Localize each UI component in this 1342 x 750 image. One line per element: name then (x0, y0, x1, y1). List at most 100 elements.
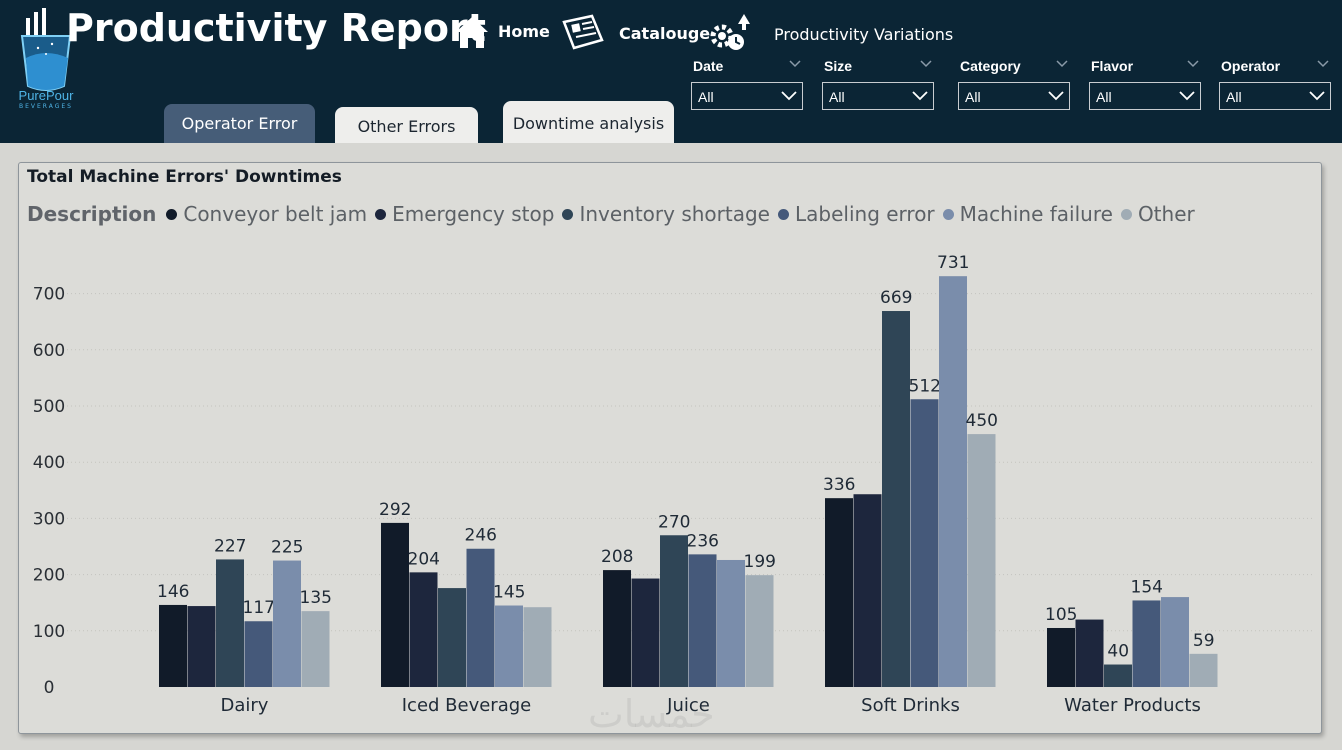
bar (187, 606, 216, 687)
legend-dot (562, 209, 574, 220)
chevron-down-icon (912, 91, 928, 101)
home-icon[interactable] (454, 14, 490, 50)
x-tick-label: Juice (666, 695, 710, 716)
tab-operator-error[interactable]: Operator Error (164, 104, 315, 143)
chart-panel: Total Machine Errors' Downtimes Descript… (18, 162, 1322, 734)
data-label: 59 (1193, 631, 1215, 651)
chevron-down-icon[interactable] (789, 60, 801, 68)
legend-label: Inventory shortage (579, 202, 770, 226)
bar (438, 588, 466, 687)
data-label: 236 (687, 531, 719, 551)
chevron-down-icon (1179, 91, 1195, 101)
legend-item[interactable]: Emergency stop (375, 202, 554, 226)
data-label: 731 (937, 253, 969, 273)
data-label: 154 (1131, 577, 1163, 597)
legend-item[interactable]: Inventory shortage (562, 202, 770, 226)
y-tick-label: 700 (33, 285, 65, 305)
bar (1189, 653, 1218, 687)
legend-dot (375, 209, 387, 220)
watermark-text: خمسات (588, 692, 715, 736)
bar (301, 611, 330, 687)
legend-item[interactable]: Other (1120, 202, 1195, 226)
chart-legend: Description Conveyor belt jam Emergency st… (27, 202, 1203, 226)
x-tick-label: Iced Beverage (402, 695, 532, 716)
filter-operator-label: Operator (1221, 58, 1281, 74)
legend-item[interactable]: Machine failure (942, 202, 1113, 226)
tab-downtime-analysis[interactable]: Downtime analysis (503, 101, 674, 143)
gears-icon[interactable] (706, 10, 750, 54)
x-tick-label: Water Products (1064, 695, 1201, 716)
filter-category-value: All (965, 89, 981, 105)
data-label: 336 (823, 475, 855, 495)
bar (409, 572, 438, 687)
brand-name: PurePour (18, 88, 74, 103)
chevron-down-icon[interactable] (920, 60, 932, 68)
catalogue-icon[interactable] (562, 14, 606, 50)
bar (1161, 597, 1189, 687)
bar (825, 498, 853, 687)
bar (631, 578, 660, 687)
filter-size-value: All (829, 89, 845, 105)
chevron-down-icon[interactable] (1187, 60, 1199, 68)
x-tick-label: Soft Drinks (861, 695, 960, 716)
data-label: 145 (493, 583, 525, 603)
bar (1047, 627, 1075, 687)
data-label: 40 (1107, 642, 1129, 662)
header-bar: PurePour BEVERAGES Productivity Report H… (0, 0, 1342, 143)
bar (523, 607, 552, 687)
nav-home-link[interactable]: Home (498, 22, 550, 41)
legend-label: Emergency stop (392, 202, 555, 226)
filter-category-label: Category (960, 58, 1021, 74)
chevron-down-icon (1048, 91, 1064, 101)
data-label: 146 (157, 582, 189, 602)
data-label: 292 (379, 500, 411, 520)
legend-dot (1120, 209, 1132, 220)
filter-flavor-label: Flavor (1091, 58, 1134, 74)
page-title: Productivity Report (66, 6, 486, 50)
bar (495, 605, 523, 687)
filter-size-label: Size (824, 58, 853, 74)
chevron-down-icon[interactable] (1317, 60, 1329, 68)
bar (967, 434, 996, 687)
y-tick-label: 100 (33, 622, 65, 642)
filter-date-dropdown[interactable]: All (691, 82, 803, 110)
legend-label: Machine failure (959, 202, 1113, 226)
y-tick-label: 200 (33, 566, 65, 586)
data-label: 208 (601, 547, 633, 567)
data-label: 512 (909, 376, 941, 396)
chevron-down-icon[interactable] (1056, 60, 1068, 68)
data-label: 199 (744, 552, 776, 572)
tab-other-errors[interactable]: Other Errors (335, 107, 478, 143)
filter-operator-dropdown[interactable]: All (1219, 82, 1331, 110)
x-tick-label: Dairy (221, 695, 269, 716)
filter-category-dropdown[interactable]: All (958, 82, 1070, 110)
bar (603, 570, 631, 687)
chevron-down-icon (781, 91, 797, 101)
bar (910, 399, 939, 687)
filter-flavor-value: All (1096, 89, 1112, 105)
bar (1075, 619, 1104, 687)
y-tick-label: 0 (44, 678, 55, 698)
purepour-logo-icon (20, 8, 72, 91)
y-tick-label: 600 (33, 341, 65, 361)
legend-label: Labeling error (795, 202, 935, 226)
filter-size-dropdown[interactable]: All (822, 82, 934, 110)
legend-item[interactable]: Labeling error (778, 202, 935, 226)
filter-flavor-dropdown[interactable]: All (1089, 82, 1201, 110)
data-label: 227 (214, 536, 246, 556)
data-label: 669 (880, 288, 912, 308)
data-label: 105 (1045, 605, 1077, 625)
data-label: 117 (243, 598, 275, 618)
bar (1104, 664, 1132, 687)
y-tick-label: 500 (33, 397, 65, 417)
nav-productivity-variations-link[interactable]: Productivity Variations (774, 25, 954, 44)
nav-catalogue-link[interactable]: Catalouge (619, 24, 711, 43)
data-label: 246 (465, 526, 497, 546)
bar (939, 276, 967, 687)
legend-item[interactable]: Conveyor belt jam (166, 202, 367, 226)
filter-operator-value: All (1226, 89, 1242, 105)
brand-subtitle: BEVERAGES (19, 103, 73, 110)
bar (216, 559, 244, 687)
legend-label: Other (1137, 202, 1195, 226)
bar (688, 554, 717, 687)
